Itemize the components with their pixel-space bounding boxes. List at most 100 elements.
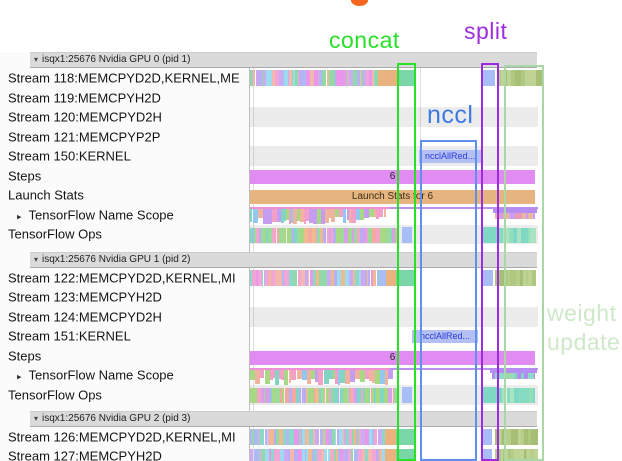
- track-label: Stream 124:MEMCPYD2H: [8, 309, 162, 324]
- name-scope-activity[interactable]: [250, 370, 390, 383]
- track-label: Stream 126:MEMCPYD2D,KERNEL,MI: [8, 429, 236, 444]
- track-row: Stream 121:MEMCPYP2P: [0, 127, 622, 147]
- process-header-label: isqx1:25676 Nvidia GPU 2 (pid 3): [42, 413, 191, 424]
- track-label-text: TensorFlow Name Scope: [28, 207, 174, 223]
- stream-activity-bar[interactable]: [250, 449, 385, 461]
- track-bar-layer: ncclAllRed...: [250, 327, 538, 347]
- kernel-block[interactable]: [402, 226, 412, 243]
- track-label-text: Stream 122:MEMCPYD2D,KERNEL,MI: [8, 270, 236, 286]
- track-row: Stream 126:MEMCPYD2D,KERNEL,MI: [0, 427, 622, 447]
- kernel-block[interactable]: [380, 270, 386, 286]
- track-label-text: Stream 151:KERNEL: [8, 328, 131, 344]
- process-header[interactable]: ▾ isqx1:25676 Nvidia GPU 1 (pid 2): [30, 252, 537, 268]
- track-bar-layer: ncclAllRed...: [250, 146, 538, 166]
- track-row: Steps 6: [0, 166, 622, 186]
- kernel-block[interactable]: [483, 270, 493, 286]
- annotation-split-label: split: [464, 18, 508, 44]
- kernel-block[interactable]: [378, 70, 397, 87]
- track-label: Steps: [8, 168, 41, 183]
- track-row: Launch Stats Launch Stats for 6: [0, 186, 622, 206]
- kernel-block[interactable]: [483, 387, 499, 403]
- name-scope-activity[interactable]: [250, 209, 386, 222]
- name-scope-activity[interactable]: [493, 207, 537, 213]
- ops-activity-bar[interactable]: [250, 228, 397, 243]
- track-label-text: Stream 124:MEMCPYD2H: [8, 309, 162, 325]
- annotation-weight-line2: update: [547, 329, 621, 355]
- kernel-block[interactable]: [396, 429, 414, 445]
- annotation-weight-line1: weight: [547, 300, 617, 326]
- track-label-text: TensorFlow Ops: [8, 226, 102, 242]
- track-row: Stream 123:MEMCPYH2D: [0, 288, 622, 308]
- track-bar-layer: [250, 205, 538, 225]
- steps-bar[interactable]: 6: [250, 350, 535, 365]
- collapse-triangle-icon[interactable]: ▾: [34, 255, 39, 264]
- track-bar-layer: [250, 225, 538, 245]
- name-scope-line: [390, 367, 538, 370]
- track-row: Stream 151:KERNEL ncclAllRed...: [0, 327, 622, 347]
- kernel-block[interactable]: [483, 70, 495, 87]
- annotation-nccl-label: nccl: [427, 101, 474, 129]
- track-bar-layer: [250, 447, 538, 461]
- stream-activity-bar[interactable]: [250, 70, 378, 86]
- track-row: Steps 6: [0, 346, 622, 366]
- track-label-text: Stream 120:MEMCPYD2H: [8, 109, 162, 125]
- ops-activity-bar[interactable]: [250, 388, 397, 403]
- process-header[interactable]: ▾ isqx1:25676 Nvidia GPU 0 (pid 1): [30, 52, 537, 68]
- kernel-block[interactable]: [396, 448, 414, 461]
- kernel-block[interactable]: [396, 270, 414, 286]
- name-scope-activity[interactable]: [490, 368, 537, 373]
- collapse-triangle-icon[interactable]: ▾: [34, 414, 39, 423]
- row-shading: [250, 107, 538, 127]
- kernel-block[interactable]: [402, 387, 412, 403]
- track-label-text: Stream 121:MEMCPYP2P: [8, 129, 161, 145]
- name-scope-line: [250, 367, 390, 370]
- track-label-text: TensorFlow Name Scope: [28, 367, 174, 383]
- track-label-text: Steps: [8, 168, 42, 184]
- process-header[interactable]: ▾ isqx1:25676 Nvidia GPU 2 (pid 3): [30, 411, 537, 427]
- track-row: Stream 118:MEMCPYD2D,KERNEL,ME: [0, 68, 622, 88]
- track-label-text: TensorFlow Ops: [8, 387, 102, 403]
- track-bar-layer: Launch Stats for 6: [250, 186, 538, 206]
- track-label-text: Stream 123:MEMCPYH2D: [8, 289, 162, 305]
- track-bar-layer: [250, 427, 538, 447]
- track-label: Stream 119:MEMCPYH2D: [8, 90, 161, 105]
- track-label-text: Launch Stats: [8, 187, 84, 203]
- track-label-text: Stream 126:MEMCPYD2D,KERNEL,MI: [8, 429, 236, 445]
- track-label: TensorFlow Ops: [8, 227, 102, 242]
- name-scope-line: [390, 207, 538, 210]
- stream-activity-bar[interactable]: [250, 270, 380, 286]
- expand-triangle-icon[interactable]: ▸: [17, 371, 22, 382]
- process-header-label: isqx1:25676 Nvidia GPU 0 (pid 1): [42, 54, 191, 65]
- kernel-block[interactable]: [385, 429, 396, 445]
- name-scope-line: [250, 207, 390, 210]
- nccl-allreduce-bar[interactable]: ncclAllRed...: [412, 330, 478, 343]
- track-label: Stream 151:KERNEL: [8, 329, 131, 344]
- launch-stats-bar[interactable]: Launch Stats for 6: [250, 190, 535, 204]
- sidebar-item-tensorflow-name-scope[interactable]: ▸ TensorFlow Name Scope: [8, 207, 174, 222]
- nccl-allreduce-bar[interactable]: ncclAllRed...: [419, 149, 481, 163]
- collapse-triangle-icon[interactable]: ▾: [34, 55, 39, 64]
- track-row: Stream 119:MEMCPYH2D: [0, 88, 622, 108]
- kernel-block[interactable]: [386, 270, 396, 286]
- steps-bar[interactable]: 6: [250, 170, 535, 185]
- track-label-text: Steps: [8, 348, 42, 364]
- expand-triangle-icon[interactable]: ▸: [17, 211, 22, 222]
- track-label: Launch Stats: [8, 188, 84, 203]
- annotation-concat-label: concat: [329, 27, 400, 53]
- track-row: ▸ TensorFlow Name Scope: [0, 205, 622, 225]
- kernel-block[interactable]: [483, 429, 492, 445]
- track-bar-layer: [250, 366, 538, 386]
- annotation-weight-update-box: [504, 65, 544, 461]
- track-label: Stream 150:KERNEL: [8, 149, 131, 164]
- track-bar-layer: [250, 385, 538, 405]
- annotation-split-box: [481, 63, 499, 461]
- kernel-block[interactable]: [385, 448, 396, 461]
- kernel-block[interactable]: [483, 448, 492, 461]
- kernel-block[interactable]: [483, 226, 499, 243]
- track-label: Steps: [8, 348, 41, 363]
- sidebar-item-tensorflow-name-scope[interactable]: ▸ TensorFlow Name Scope: [8, 368, 174, 383]
- track-label-text: Stream 119:MEMCPYH2D: [8, 90, 161, 106]
- stream-activity-bar[interactable]: [250, 429, 385, 445]
- kernel-block[interactable]: [397, 70, 415, 87]
